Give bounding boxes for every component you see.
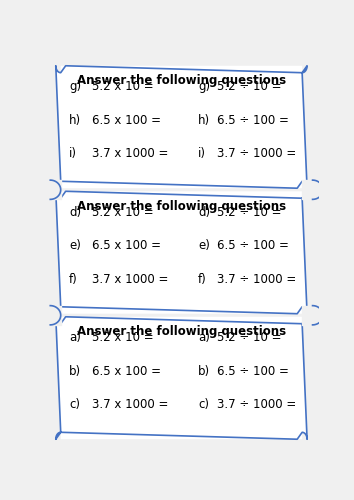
Text: c): c)	[198, 398, 209, 411]
Text: e): e)	[69, 240, 81, 252]
Text: 3.7 x 1000 =: 3.7 x 1000 =	[92, 147, 169, 160]
Text: b): b)	[69, 365, 81, 378]
Text: i): i)	[69, 147, 77, 160]
Text: 6.5 x 100 =: 6.5 x 100 =	[92, 240, 161, 252]
Text: f): f)	[198, 272, 207, 285]
Polygon shape	[56, 192, 307, 314]
Text: 6.5 ÷ 100 =: 6.5 ÷ 100 =	[217, 365, 289, 378]
Text: 6.5 ÷ 100 =: 6.5 ÷ 100 =	[217, 114, 289, 127]
FancyBboxPatch shape	[61, 192, 302, 314]
Polygon shape	[56, 66, 307, 188]
Text: c): c)	[69, 398, 80, 411]
Text: g): g)	[198, 80, 210, 94]
Polygon shape	[56, 317, 307, 439]
Text: a): a)	[69, 332, 81, 344]
Text: Answer the following questions: Answer the following questions	[77, 200, 286, 213]
Text: h): h)	[69, 114, 81, 127]
Text: 5.2 x 10 =: 5.2 x 10 =	[92, 80, 154, 94]
Text: f): f)	[69, 272, 78, 285]
Text: 3.7 ÷ 1000 =: 3.7 ÷ 1000 =	[217, 147, 296, 160]
FancyBboxPatch shape	[61, 317, 302, 439]
Text: 5.2 ÷ 10 =: 5.2 ÷ 10 =	[217, 206, 281, 219]
Text: 6.5 ÷ 100 =: 6.5 ÷ 100 =	[217, 240, 289, 252]
Text: 3.7 x 1000 =: 3.7 x 1000 =	[92, 398, 169, 411]
Text: i): i)	[198, 147, 206, 160]
Text: 5.2 x 10 =: 5.2 x 10 =	[92, 206, 154, 219]
Text: 6.5 x 100 =: 6.5 x 100 =	[92, 114, 161, 127]
Text: Answer the following questions: Answer the following questions	[77, 326, 286, 338]
Text: 3.7 ÷ 1000 =: 3.7 ÷ 1000 =	[217, 398, 296, 411]
Text: d): d)	[198, 206, 210, 219]
Text: h): h)	[198, 114, 210, 127]
Text: 5.2 ÷ 10 =: 5.2 ÷ 10 =	[217, 80, 281, 94]
Text: 5.2 x 10 =: 5.2 x 10 =	[92, 332, 154, 344]
Text: Answer the following questions: Answer the following questions	[77, 74, 286, 87]
Text: a): a)	[198, 332, 210, 344]
Text: 6.5 x 100 =: 6.5 x 100 =	[92, 365, 161, 378]
FancyBboxPatch shape	[61, 66, 302, 188]
Text: g): g)	[69, 80, 81, 94]
Text: d): d)	[69, 206, 81, 219]
Text: e): e)	[198, 240, 210, 252]
Text: 5.2 ÷ 10 =: 5.2 ÷ 10 =	[217, 332, 281, 344]
Text: 3.7 x 1000 =: 3.7 x 1000 =	[92, 272, 169, 285]
Text: 3.7 ÷ 1000 =: 3.7 ÷ 1000 =	[217, 272, 296, 285]
Text: b): b)	[198, 365, 210, 378]
